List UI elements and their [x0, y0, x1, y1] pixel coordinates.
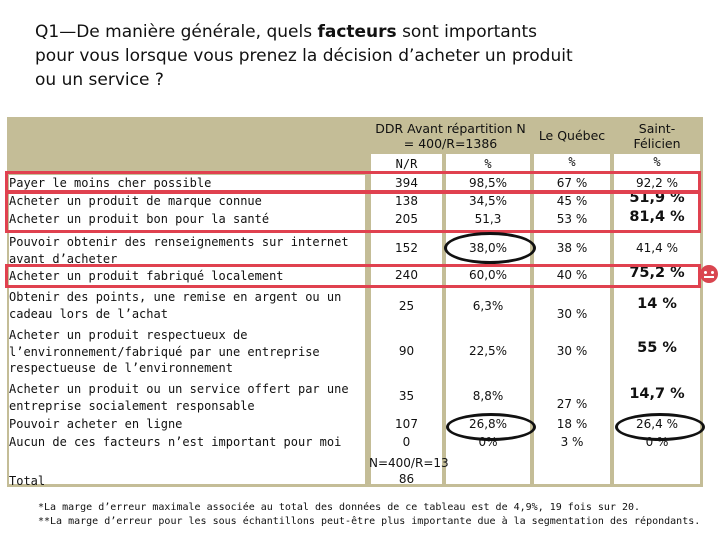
ddr-header: DDR Avant répartition N = 400/R=1386: [375, 121, 526, 151]
row-label: Aucun de ces facteurs n’est important po…: [9, 435, 342, 449]
nr-cell: 25: [398, 299, 415, 313]
oval-highlight-264: [615, 413, 705, 441]
stf-header: Saint-Félicien: [633, 121, 681, 151]
nr-cell: 107: [395, 417, 418, 431]
pct-subheader: %: [484, 157, 492, 171]
oval-highlight-268: [446, 413, 536, 441]
stf-cell: 41,4 %: [636, 241, 678, 255]
quebec-cell: 67 %: [556, 176, 588, 190]
stf-cell: 14 %: [637, 296, 677, 312]
quebec-cell: 40 %: [556, 268, 588, 282]
oval-highlight-38: [444, 232, 536, 264]
nr-cell: 138: [395, 194, 418, 208]
quebec-column: [534, 154, 610, 484]
row-label: Acheter un produit ou un service offert …: [9, 382, 349, 413]
quebec-cell: 53 %: [556, 212, 588, 226]
nr-cell: 394: [395, 176, 418, 190]
stf-cell: 14,7 %: [629, 386, 685, 402]
pct-cell: 8,8%: [472, 389, 504, 403]
nr-subheader: N/R: [395, 157, 418, 171]
stf-cell: 81,4 %: [629, 209, 685, 225]
labels-column: [9, 175, 365, 484]
row-label: Pouvoir obtenir des renseignements sur i…: [9, 235, 349, 266]
quebec-cell: 18 %: [556, 417, 588, 431]
pct-cell: 98,5%: [468, 176, 508, 190]
total-value: N=400/R=13 86: [369, 456, 449, 486]
stf-cell: 51,9 %: [629, 190, 685, 206]
highlight-rows-2-3: [5, 191, 701, 233]
row-label: Acheter un produit respectueux de l’envi…: [9, 328, 320, 375]
row-label: Payer le moins cher possible: [9, 176, 212, 190]
pct-cell: 60,0%: [468, 268, 508, 282]
smiley-icon: [700, 265, 718, 283]
nr-cell: 35: [398, 389, 415, 403]
pct-cell: 34,5%: [468, 194, 508, 208]
quebec-cell: 3 %: [560, 435, 584, 449]
nr-cell: 152: [395, 241, 418, 255]
row-label: Acheter un produit fabriqué localement: [9, 269, 284, 283]
pct-cell: 22,5%: [468, 344, 508, 358]
nr-column: [371, 154, 442, 484]
quebec-cell: 45 %: [556, 194, 588, 208]
pct-cell: 6,3%: [472, 299, 504, 313]
row-label: Acheter un produit de marque connue: [9, 194, 262, 208]
quebec-cell: 30 %: [556, 344, 588, 358]
nr-cell: 240: [395, 268, 418, 282]
nr-cell: 205: [395, 212, 418, 226]
footnote-1: *La marge d’erreur maximale associée au …: [38, 502, 641, 513]
nr-cell: 0: [402, 435, 411, 449]
highlight-row-5: [5, 264, 701, 288]
page-title: Q1—De manière générale, quels facteurs s…: [35, 22, 573, 90]
quebec-cell: 30 %: [556, 307, 588, 321]
stf-cell: 92,2 %: [636, 176, 678, 190]
row-label: Obtenir des points, une remise en argent…: [9, 290, 342, 321]
footnote-2: **La marge d’erreur pour les sous échant…: [38, 516, 701, 527]
quebec-header: Le Québec: [538, 128, 606, 143]
nr-cell: 90: [398, 344, 415, 358]
stf-pct-subheader: %: [653, 155, 661, 169]
quebec-cell: 27 %: [556, 397, 588, 411]
row-label: Acheter un produit bon pour la santé: [9, 212, 270, 226]
pct-cell: 51,3: [474, 212, 502, 226]
highlight-row-1: [5, 171, 701, 193]
quebec-pct-subheader: %: [568, 155, 576, 169]
stf-cell: 55 %: [637, 340, 677, 356]
quebec-cell: 38 %: [556, 241, 588, 255]
row-label: Pouvoir acheter en ligne: [9, 417, 183, 431]
stf-cell: 75,2 %: [629, 265, 685, 281]
total-label: Total: [9, 474, 46, 488]
